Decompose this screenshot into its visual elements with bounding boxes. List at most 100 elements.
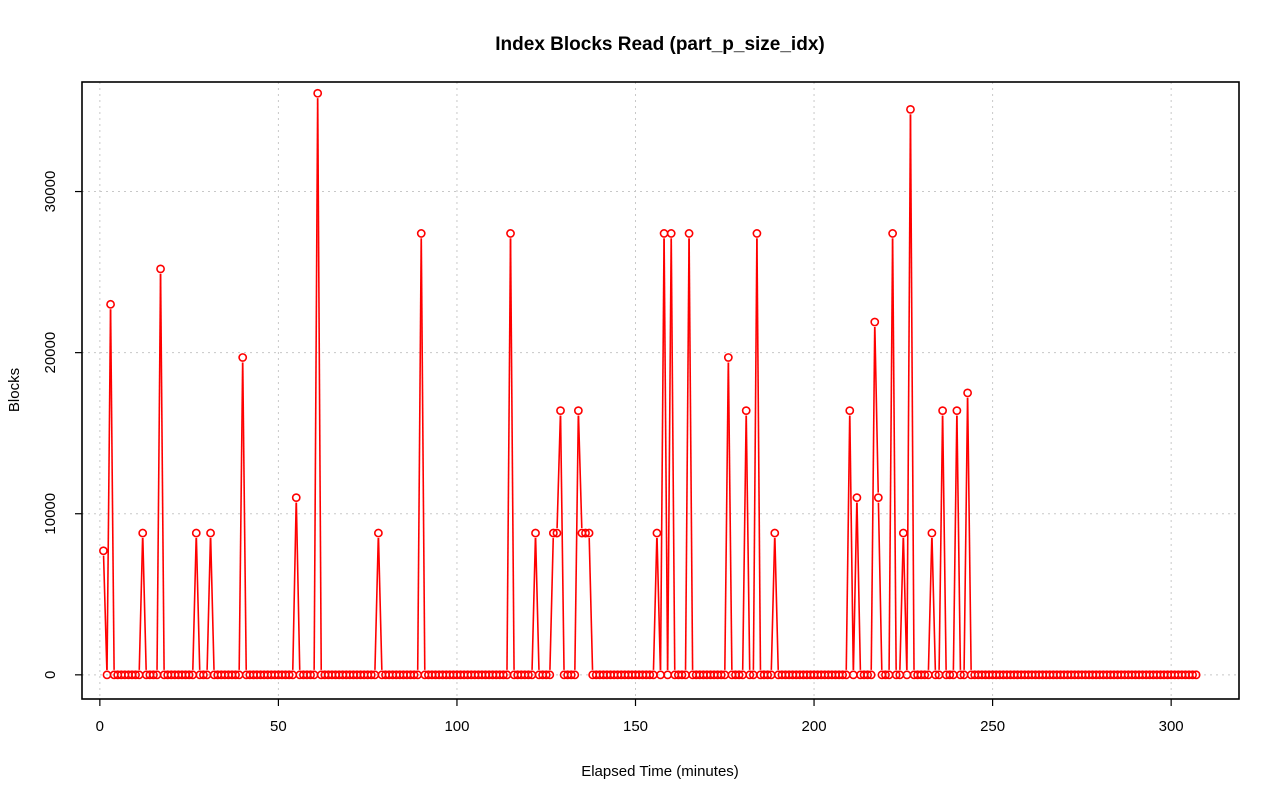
data-point [888, 229, 898, 238]
data-point [870, 317, 880, 327]
x-tick-label: 150 [623, 718, 648, 735]
data-point [652, 528, 662, 538]
data-point [838, 670, 848, 680]
series-segment [756, 238, 762, 670]
series-segment [509, 238, 515, 670]
series-segment [663, 238, 669, 670]
series-segment [531, 538, 537, 670]
y-tick-label: 20000 [42, 332, 59, 374]
data-point [184, 670, 194, 680]
data-point [927, 528, 937, 538]
series-segment [927, 538, 933, 670]
data-point [866, 670, 876, 680]
data-point [231, 670, 240, 680]
series-segment [377, 538, 383, 670]
x-tick-label: 100 [444, 718, 469, 735]
y-tick-label: 10000 [42, 493, 59, 535]
data-point [541, 670, 551, 680]
series-segment [416, 238, 423, 670]
data-point [645, 670, 655, 680]
x-tick-label: 250 [980, 718, 1005, 735]
data-point [584, 528, 594, 538]
data-point [963, 388, 973, 398]
data-point [313, 88, 323, 98]
series-segment [870, 327, 876, 670]
x-tick-label: 200 [802, 718, 827, 735]
series-segment [963, 397, 969, 670]
series-segment [559, 415, 565, 670]
series-segment [316, 98, 323, 670]
series-segment [752, 238, 758, 670]
series-segment [291, 502, 297, 670]
data-point [656, 670, 665, 680]
series-segment [534, 538, 540, 670]
data-point [238, 353, 248, 362]
series-segment [684, 238, 690, 670]
data-point [734, 670, 744, 680]
chart-title: Index Blocks Read (part_p_size_idx) [495, 34, 824, 55]
data-point [952, 406, 962, 416]
data-point [873, 493, 883, 503]
y-tick-label: 0 [42, 671, 59, 679]
series-segment [374, 538, 380, 670]
series-segment [195, 538, 201, 670]
series-segment [888, 238, 894, 670]
data-point [1191, 670, 1201, 680]
series-segment [238, 362, 244, 670]
series-segment [156, 273, 162, 670]
series-segment [727, 362, 733, 670]
y-tick-label: 30000 [42, 171, 59, 213]
x-tick-label: 50 [270, 718, 287, 735]
data-point [716, 670, 726, 680]
data-point [906, 104, 915, 114]
data-point [763, 670, 773, 680]
series-segment [902, 538, 908, 670]
data-point [291, 493, 301, 503]
series-segment [952, 415, 958, 670]
data-point [570, 670, 580, 680]
series-segment [966, 397, 972, 670]
series-segment [909, 114, 915, 670]
series-segment [659, 238, 665, 670]
series-segment [666, 238, 672, 670]
series-segment [688, 238, 694, 670]
data-point [666, 229, 676, 238]
series-segment [420, 238, 426, 670]
data-point [545, 670, 555, 680]
series-segment [852, 502, 858, 670]
series-segment [656, 538, 662, 670]
data-point [206, 528, 215, 538]
data-point [156, 264, 165, 274]
series-segment [192, 538, 197, 670]
x-axis-label: Elapsed Time (minutes) [581, 763, 739, 780]
series-segment [941, 415, 947, 670]
data-point [956, 670, 965, 680]
data-point [931, 670, 940, 680]
series-segment [313, 98, 319, 670]
series-segment [724, 362, 730, 670]
series-segment [891, 238, 897, 670]
series-segment [556, 415, 562, 529]
series-segment [652, 538, 658, 670]
series-segment [931, 538, 937, 670]
data-point [945, 670, 955, 680]
series-segment [159, 273, 165, 670]
series-segment [899, 538, 905, 670]
data-point [191, 528, 201, 538]
series-segment [577, 415, 583, 529]
x-tick-label: 0 [96, 718, 104, 735]
series-segment [549, 538, 555, 670]
data-point [659, 229, 669, 238]
data-point [581, 528, 590, 538]
series-segment [109, 309, 115, 670]
data-point [131, 670, 140, 680]
series-blocks-read [99, 88, 1201, 680]
data-point [723, 353, 733, 362]
data-point [881, 670, 890, 680]
series-segment [849, 415, 855, 670]
data-point [284, 670, 294, 680]
data-point [199, 670, 208, 680]
data-point [548, 528, 558, 538]
series-segment [506, 238, 512, 670]
